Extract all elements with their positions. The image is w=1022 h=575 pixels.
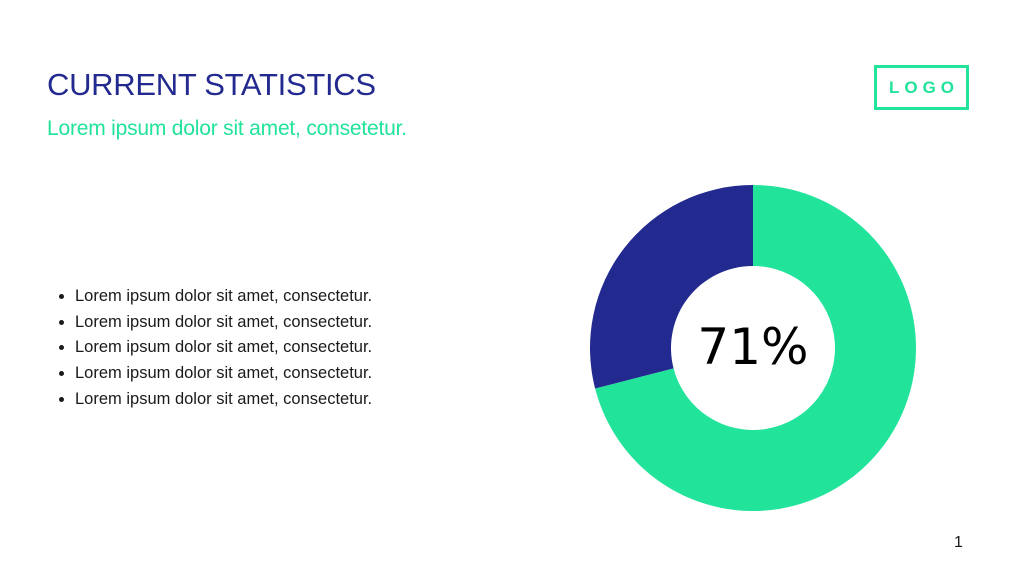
- page-number: 1: [954, 534, 963, 551]
- donut-segment-primary: [595, 185, 916, 511]
- donut-segment-remainder: [590, 185, 753, 389]
- page-title: CURRENT STATISTICS: [47, 67, 376, 102]
- list-item: Lorem ipsum dolor sit amet, consectetur.: [75, 361, 372, 387]
- donut-center-value: 71%: [697, 318, 809, 376]
- list-item: Lorem ipsum dolor sit amet, consectetur.: [75, 284, 372, 310]
- list-item: Lorem ipsum dolor sit amet, consectetur.: [75, 387, 372, 413]
- bullet-list: Lorem ipsum dolor sit amet, consectetur.…: [56, 284, 372, 413]
- subtitle: Lorem ipsum dolor sit amet, consetetur.: [47, 117, 407, 140]
- list-item: Lorem ipsum dolor sit amet, consectetur.: [75, 310, 372, 336]
- list-item: Lorem ipsum dolor sit amet, consectetur.: [75, 335, 372, 361]
- logo: LOGO: [874, 65, 969, 110]
- donut-chart: [590, 185, 916, 511]
